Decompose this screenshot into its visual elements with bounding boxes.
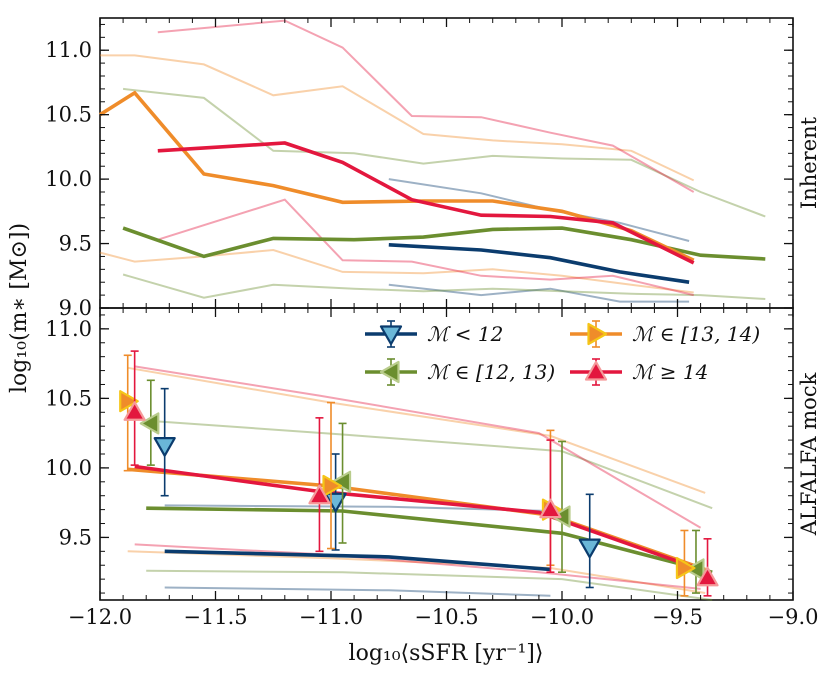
bottom-panel: 9.5 10.0 10.5 11.0 ALFALFA mock bbox=[45, 307, 821, 601]
y-tick-label: 10.0 bbox=[45, 167, 92, 191]
series-M<12-upper-line bbox=[388, 178, 690, 242]
series-M[13,14)-upper-line bbox=[127, 366, 706, 494]
x-axis-label: log₁₀⟨sSFR [yr⁻¹]⟩ bbox=[349, 641, 544, 666]
series-M>=14-upper-line bbox=[157, 19, 695, 193]
top-panel-frame bbox=[99, 17, 794, 309]
series-M[13,14)-lower-line bbox=[99, 248, 694, 294]
series-M>=14-median-line bbox=[134, 464, 702, 572]
series-M<12-median-line bbox=[388, 243, 690, 284]
data-point-M<12 bbox=[578, 538, 601, 559]
data-point-M>=14 bbox=[123, 401, 146, 421]
y-axis-label: log₁₀(m∗ [M⊙]) bbox=[7, 223, 32, 393]
legend-marker-M[13,14) bbox=[587, 322, 608, 346]
data-point-M<12 bbox=[153, 437, 176, 457]
x-tick-label: −12.0 bbox=[68, 605, 132, 629]
series-M[12,13)-median-line bbox=[146, 506, 713, 574]
series-M[12,13)-upper-line bbox=[146, 419, 713, 510]
series-M[12,13)-lower-line bbox=[146, 569, 713, 601]
series-M>=14-lower-line bbox=[157, 198, 694, 297]
data-point-M>=14 bbox=[696, 566, 719, 587]
x-tick-label: −11.0 bbox=[299, 605, 363, 629]
legend-marker-M[12,13) bbox=[379, 360, 400, 384]
y-tick-label: 11.0 bbox=[45, 317, 92, 341]
top-panel-side-label: Inherent bbox=[797, 116, 821, 209]
data-point-M[13,14) bbox=[119, 390, 139, 413]
legend-marker-M<12 bbox=[379, 325, 403, 346]
series-M[12,13)-upper-line bbox=[122, 87, 766, 218]
series-M[12,13)-lower-line bbox=[122, 273, 766, 300]
top-panel: 9.0 9.5 10.0 10.5 11.0 Inherent bbox=[45, 17, 821, 320]
series-M>=14-median-line bbox=[157, 141, 695, 265]
data-point-M[12,13) bbox=[684, 558, 705, 581]
y-tick-label: 9.5 bbox=[59, 232, 92, 256]
x-tick-label: −9.5 bbox=[652, 605, 703, 629]
series-M[13,14)-upper-line bbox=[100, 54, 695, 182]
legend-label-M>=14: ℳ ≥ 14 bbox=[632, 360, 708, 384]
series-M<12-lower-line bbox=[388, 283, 690, 303]
series-M>=14-upper-line bbox=[134, 365, 702, 529]
data-point-M[12,13) bbox=[139, 412, 160, 435]
series-M>=14-lower-line bbox=[134, 543, 701, 590]
bottom-panel-frame bbox=[99, 307, 794, 601]
x-tick-label: −10.5 bbox=[414, 605, 478, 629]
y-tick-label: 9.0 bbox=[59, 296, 92, 320]
legend-label-M[13,14): ℳ ∈ [13, 14) bbox=[632, 322, 760, 346]
x-tick-label: −10.0 bbox=[530, 605, 594, 629]
x-tick-label: −9.0 bbox=[768, 605, 819, 629]
y-tick-label: 10.5 bbox=[45, 103, 92, 127]
series-M[13,14)-lower-line bbox=[127, 550, 706, 594]
x-tick-label: −11.5 bbox=[183, 605, 247, 629]
data-point-M[13,14) bbox=[322, 474, 343, 498]
x-axis: −12.0 −11.5 −11.0 −10.5 −10.0 −9.5 −9.0 bbox=[68, 605, 819, 629]
legend: ℳ < 12 ℳ ∈ [12, 13) ℳ ∈ [13, 14) ℳ ≥ 14 bbox=[365, 320, 760, 386]
bottom-panel-side-label: ALFALFA mock bbox=[797, 372, 821, 536]
legend-label-M<12: ℳ < 12 bbox=[427, 322, 503, 346]
series-M<12-lower-line bbox=[164, 586, 551, 597]
y-tick-label: 11.0 bbox=[45, 38, 92, 62]
series-M<12-median-line bbox=[164, 549, 551, 572]
y-tick-label: 9.5 bbox=[59, 525, 92, 549]
data-point-M[13,14) bbox=[675, 556, 696, 580]
y-tick-label: 10.5 bbox=[45, 386, 92, 410]
legend-label-M[12,13): ℳ ∈ [12, 13) bbox=[427, 360, 555, 384]
legend-marker-M>=14 bbox=[584, 360, 608, 381]
data-point-M>=14 bbox=[539, 498, 562, 519]
data-point-M>=14 bbox=[308, 484, 331, 505]
y-tick-label: 10.0 bbox=[45, 456, 92, 480]
